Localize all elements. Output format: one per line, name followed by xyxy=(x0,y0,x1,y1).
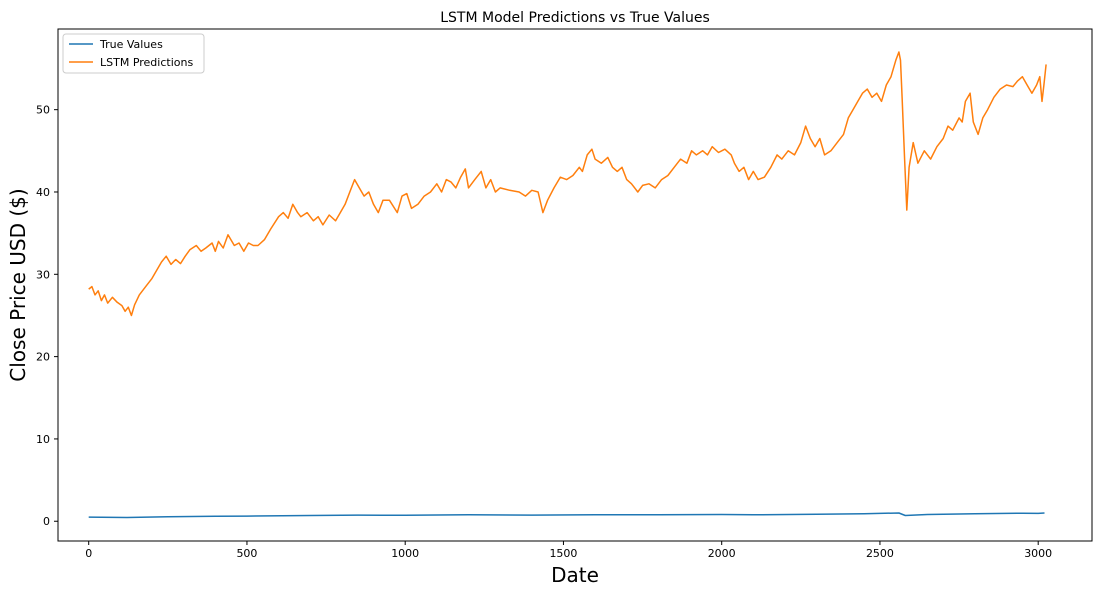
series-line-lstm-predictions xyxy=(88,51,1047,317)
x-tick-label: 2000 xyxy=(708,547,736,560)
x-axis-label: Date xyxy=(551,563,599,587)
legend: True Values LSTM Predictions xyxy=(62,33,205,74)
x-tick-label: 500 xyxy=(236,547,257,560)
y-axis: 0 10 20 30 40 50 xyxy=(36,104,58,528)
chart-title: LSTM Model Predictions vs True Values xyxy=(440,10,710,26)
x-tick-label: 2500 xyxy=(866,547,894,560)
series-line-true-values xyxy=(88,512,1045,519)
x-axis: 0 500 1000 1500 2000 2500 3000 xyxy=(85,541,1052,560)
y-tick-label: 0 xyxy=(43,515,50,528)
plot-area xyxy=(58,29,1092,541)
x-tick-label: 3000 xyxy=(1024,547,1052,560)
y-axis-label: Close Price USD ($) xyxy=(6,188,30,381)
legend-label: True Values xyxy=(99,38,163,51)
series-layer xyxy=(88,51,1047,519)
y-tick-label: 30 xyxy=(36,268,50,281)
y-tick-label: 10 xyxy=(36,433,50,446)
x-tick-label: 1000 xyxy=(391,547,419,560)
y-tick-label: 20 xyxy=(36,351,50,364)
x-tick-label: 0 xyxy=(85,547,92,560)
y-tick-label: 50 xyxy=(36,104,50,117)
legend-label: LSTM Predictions xyxy=(100,56,193,69)
y-tick-label: 40 xyxy=(36,186,50,199)
legend-box xyxy=(62,33,205,74)
x-tick-label: 1500 xyxy=(549,547,577,560)
plot-frame xyxy=(57,28,1093,542)
